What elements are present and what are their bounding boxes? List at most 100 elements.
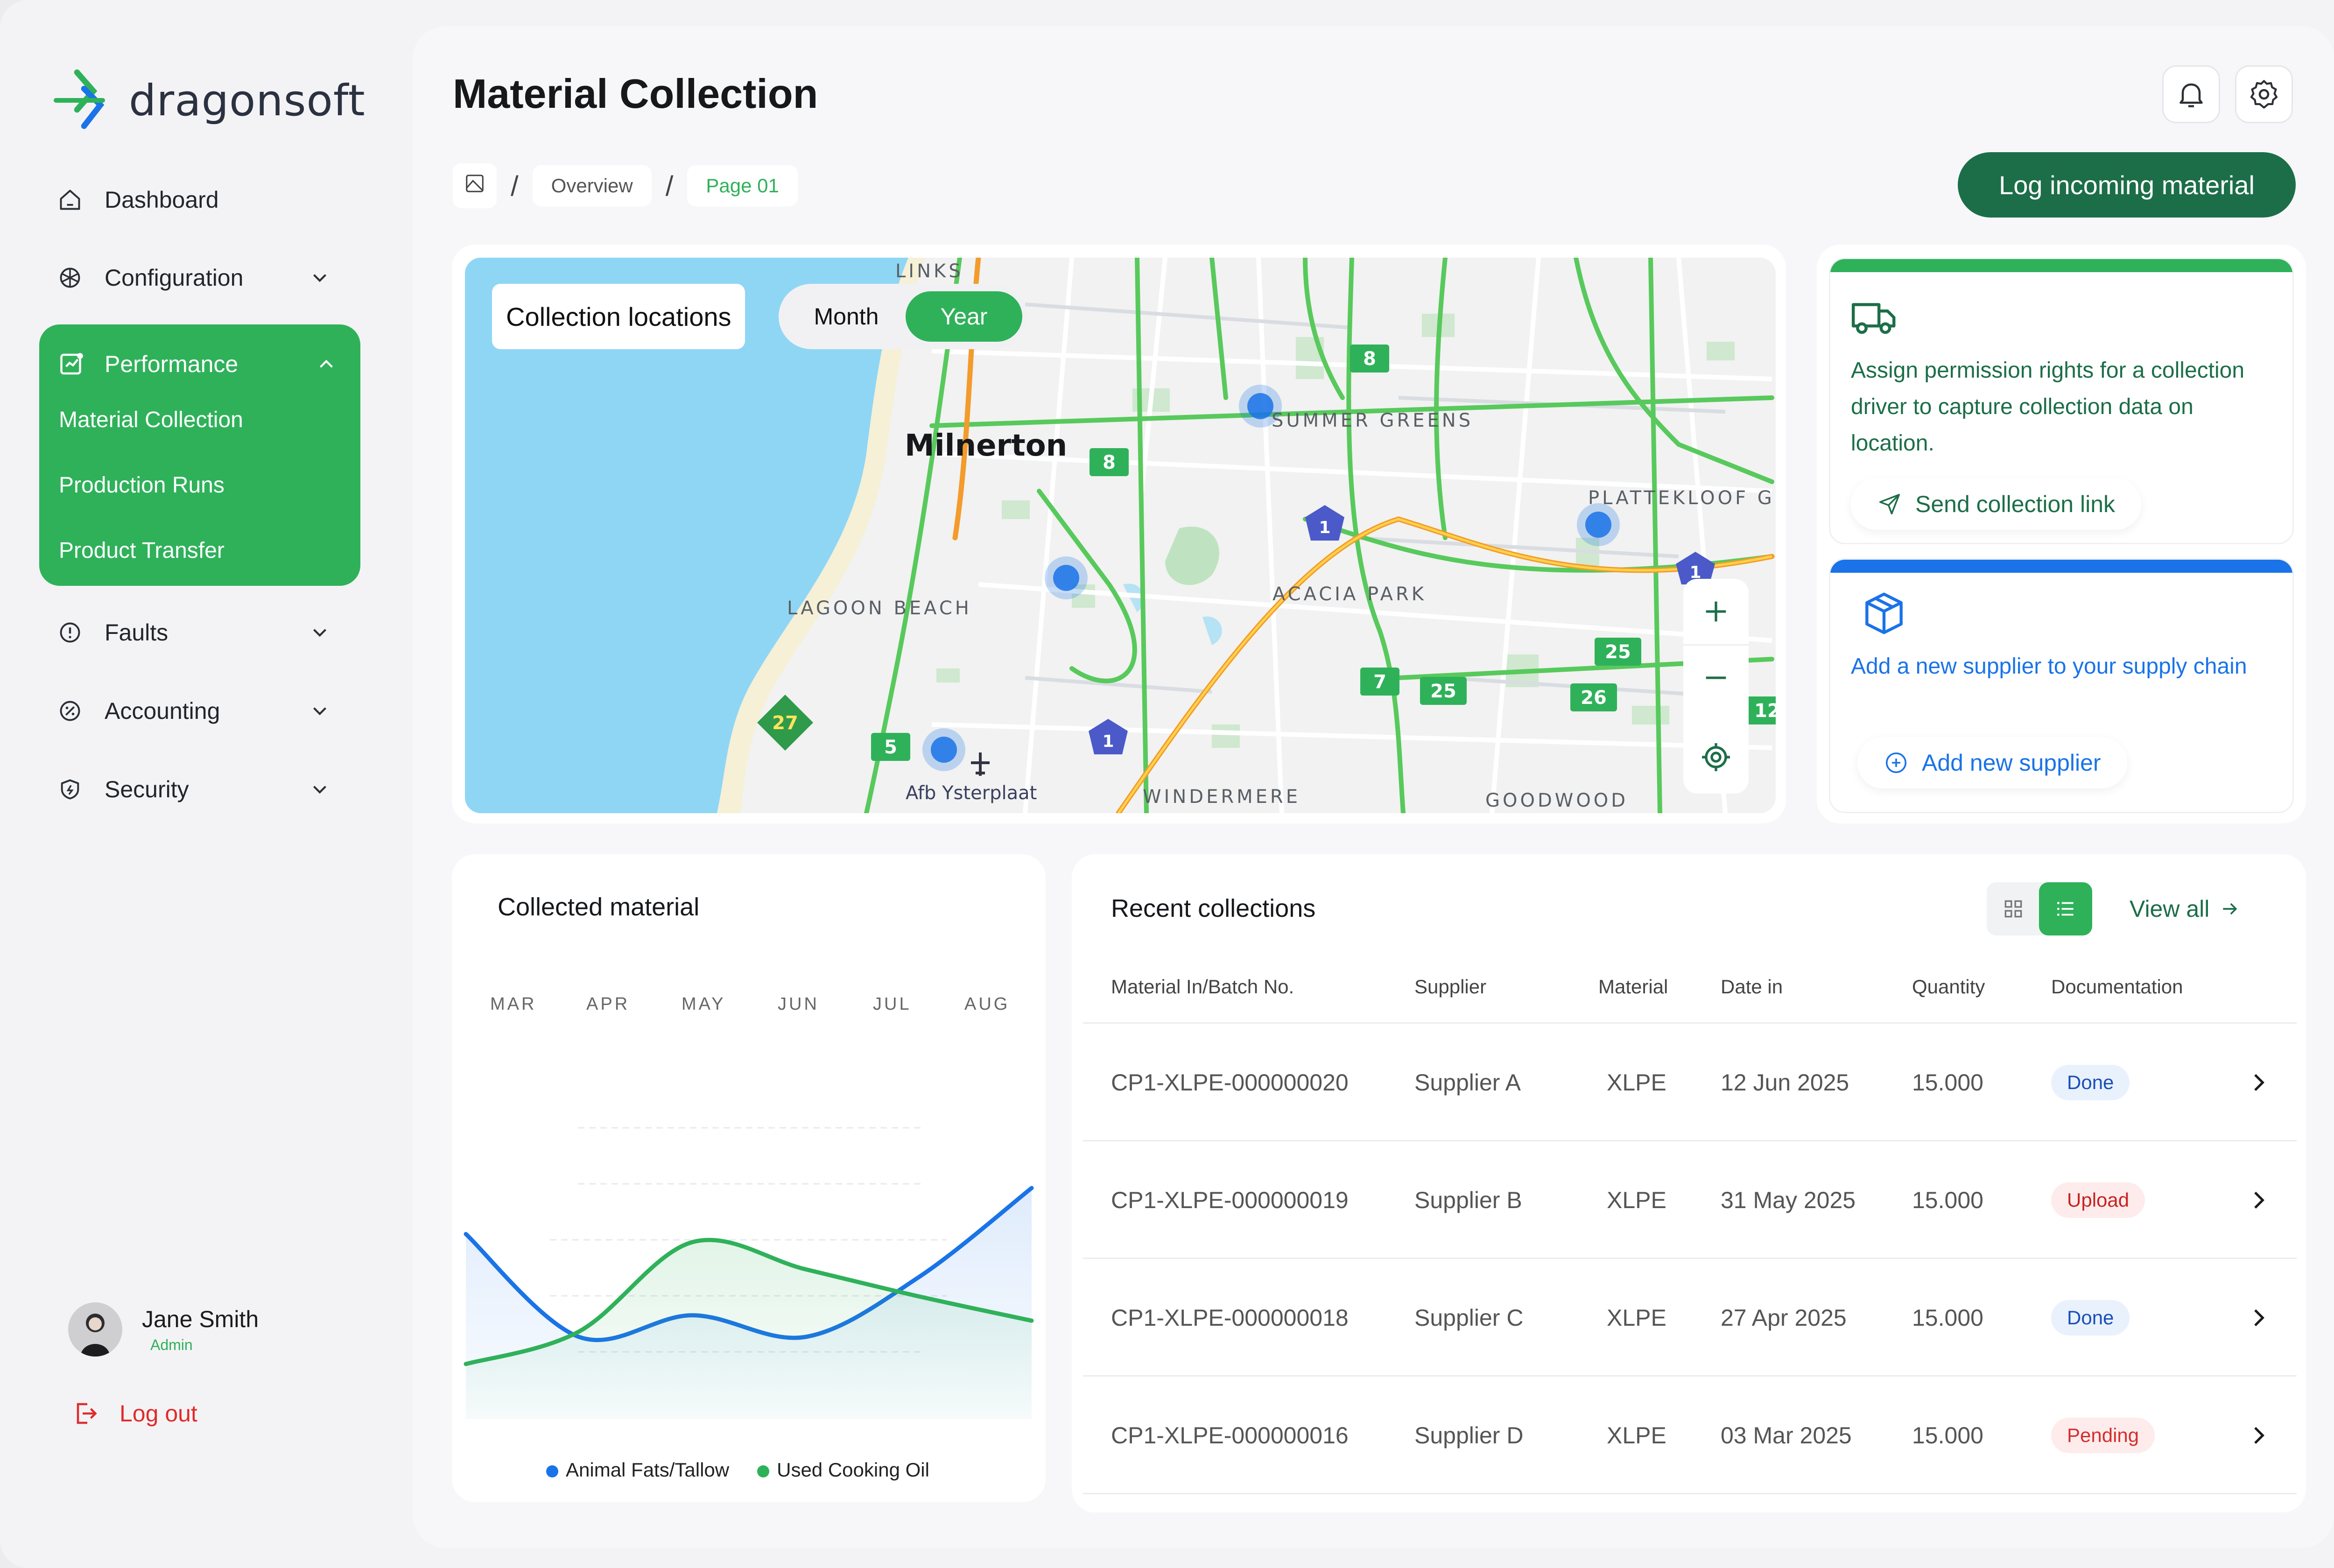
cell-supplier: Supplier C xyxy=(1414,1305,1524,1331)
cell-material: XLPE xyxy=(1607,1069,1666,1096)
send-collection-link-button[interactable]: Send collection link xyxy=(1851,478,2142,530)
location-pin[interactable] xyxy=(1577,503,1620,546)
map-zoom-controls xyxy=(1683,579,1749,794)
zoom-in-button[interactable] xyxy=(1683,579,1749,644)
column-header-date[interactable]: Date in xyxy=(1721,976,1783,998)
table-row[interactable]: CP1-XLPE-000000016 Supplier D XLPE 03 Mar 2… xyxy=(1083,1377,2297,1494)
sidebar-subitem-production-runs[interactable]: Production Runs xyxy=(59,473,225,498)
breadcrumb: / Overview / Page 01 xyxy=(453,163,798,208)
route-shield: 1 xyxy=(1676,552,1715,584)
route-shield: 27 xyxy=(757,695,813,751)
collection-map[interactable]: 8 8 5 7 25 25 26 12 27 1 1 1 LINKS xyxy=(465,258,1776,813)
collected-material-chart xyxy=(464,1127,1034,1419)
logout-button[interactable]: Log out xyxy=(71,1399,197,1427)
sidebar-item-faults[interactable]: Faults xyxy=(56,607,345,658)
sidebar-item-configuration[interactable]: Configuration xyxy=(56,252,345,303)
chevron-right-icon xyxy=(2254,1427,2264,1444)
series-line-1[interactable] xyxy=(464,1238,1034,1366)
toggle-year[interactable]: Year xyxy=(906,291,1022,342)
x-tick-label: AUG xyxy=(964,994,1010,1014)
status-badge[interactable]: Done xyxy=(2051,1065,2130,1100)
map-label-windermere: WINDERMERE xyxy=(1143,786,1301,808)
row-open-button[interactable] xyxy=(2245,1141,2271,1259)
svg-text:12: 12 xyxy=(1754,700,1776,722)
cell-batch: CP1-XLPE-000000018 xyxy=(1111,1305,1349,1331)
svg-text:27: 27 xyxy=(772,712,798,734)
zoom-out-button[interactable] xyxy=(1683,644,1749,710)
sidebar-item-label: Dashboard xyxy=(105,187,219,213)
sidebar-item-label: Faults xyxy=(105,619,169,646)
logout-icon xyxy=(77,1403,97,1424)
table-row[interactable]: CP1-XLPE-000000019 Supplier B XLPE 31 May 2… xyxy=(1083,1141,2297,1259)
sidebar-item-dashboard[interactable]: Dashboard xyxy=(56,174,345,225)
route-shield: 8 xyxy=(1350,345,1389,373)
toggle-month[interactable]: Month xyxy=(814,303,879,330)
table-row[interactable]: CP1-XLPE-000000020 Supplier A XLPE 12 Jun 2… xyxy=(1083,1024,2297,1141)
notifications-button[interactable] xyxy=(2162,65,2220,123)
log-incoming-material-button[interactable]: Log incoming material xyxy=(1958,152,2296,218)
list-view-button[interactable] xyxy=(2039,882,2092,935)
status-badge[interactable]: Upload xyxy=(2051,1182,2145,1218)
legend-label: Animal Fats/Tallow xyxy=(566,1459,730,1481)
sidebar-subitem-product-transfer[interactable]: Product Transfer xyxy=(59,538,225,563)
column-header-documentation[interactable]: Documentation xyxy=(2051,976,2183,998)
add-new-supplier-button[interactable]: Add new supplier xyxy=(1857,737,2127,788)
cell-quantity: 15.000 xyxy=(1912,1305,1983,1331)
route-shield: 25 xyxy=(1595,638,1641,666)
location-pin[interactable] xyxy=(922,728,965,771)
row-open-button[interactable] xyxy=(2245,1024,2271,1141)
cell-quantity: 15.000 xyxy=(1912,1069,1983,1096)
column-header-supplier[interactable]: Supplier xyxy=(1414,976,1487,998)
view-all-label: View all xyxy=(2130,896,2210,922)
status-badge[interactable]: Pending xyxy=(2051,1418,2155,1453)
cell-supplier: Supplier B xyxy=(1414,1187,1522,1213)
table-header-divider xyxy=(1083,1022,2297,1024)
grid-view-button[interactable] xyxy=(1987,882,2040,935)
svg-text:1: 1 xyxy=(1319,518,1330,537)
breadcrumb-separator: / xyxy=(665,170,674,202)
minus-icon xyxy=(1706,676,1726,679)
svg-text:8: 8 xyxy=(1103,452,1116,473)
settings-button[interactable] xyxy=(2235,65,2293,123)
plus-circle-icon xyxy=(1885,752,1907,773)
breadcrumb-current[interactable]: Page 01 xyxy=(687,165,798,206)
route-shield: 5 xyxy=(871,733,910,761)
user-profile[interactable]: Jane Smith Admin xyxy=(68,1302,259,1357)
grid-icon xyxy=(2004,900,2022,918)
sidebar-item-accounting[interactable]: Accounting xyxy=(56,685,345,737)
legend-label: Used Cooking Oil xyxy=(777,1459,929,1481)
sidebar-subitem-material-collection[interactable]: Material Collection xyxy=(59,408,243,432)
column-header-batch[interactable]: Material In/Batch No. xyxy=(1111,976,1294,998)
map-label-summer: SUMMER GREENS xyxy=(1272,410,1473,431)
recent-collections-title: Recent collections xyxy=(1111,894,1316,922)
cell-documentation: Done xyxy=(2051,1259,2130,1377)
breadcrumb-overview[interactable]: Overview xyxy=(532,165,652,206)
cell-date: 12 Jun 2025 xyxy=(1721,1069,1849,1096)
arrow-right-icon xyxy=(2223,903,2237,915)
sidebar-item-label: Configuration xyxy=(105,265,244,291)
sidebar-item-performance[interactable]: Performance xyxy=(58,338,238,390)
sidebar-item-security[interactable]: Security xyxy=(56,764,345,815)
truck-icon xyxy=(1851,303,1896,334)
column-header-quantity[interactable]: Quantity xyxy=(1912,976,1985,998)
bell-icon xyxy=(2179,83,2203,107)
column-header-material[interactable]: Material xyxy=(1598,976,1668,998)
chart-title: Collected material xyxy=(498,893,700,921)
locate-me-button[interactable] xyxy=(1683,724,1749,790)
breadcrumb-home[interactable] xyxy=(453,163,497,208)
location-pin[interactable] xyxy=(1045,556,1088,599)
brand-logo[interactable]: dragonsoft xyxy=(51,65,366,135)
svg-text:1: 1 xyxy=(1102,732,1114,751)
table-row[interactable]: CP1-XLPE-000000018 Supplier C XLPE 27 Apr 2… xyxy=(1083,1259,2297,1377)
location-pin[interactable] xyxy=(1239,385,1282,428)
view-all-link[interactable]: View all xyxy=(2130,895,2240,922)
row-open-button[interactable] xyxy=(2245,1377,2271,1494)
row-open-button[interactable] xyxy=(2245,1259,2271,1377)
cell-material: XLPE xyxy=(1607,1187,1666,1213)
gear-icon xyxy=(2250,80,2278,109)
cell-date: 31 May 2025 xyxy=(1721,1187,1856,1213)
status-badge[interactable]: Done xyxy=(2051,1300,2130,1336)
x-tick-label: JUL xyxy=(873,994,912,1014)
add-supplier-description: Add a new supplier to your supply chain xyxy=(1851,654,2247,679)
list-icon xyxy=(2057,902,2074,916)
